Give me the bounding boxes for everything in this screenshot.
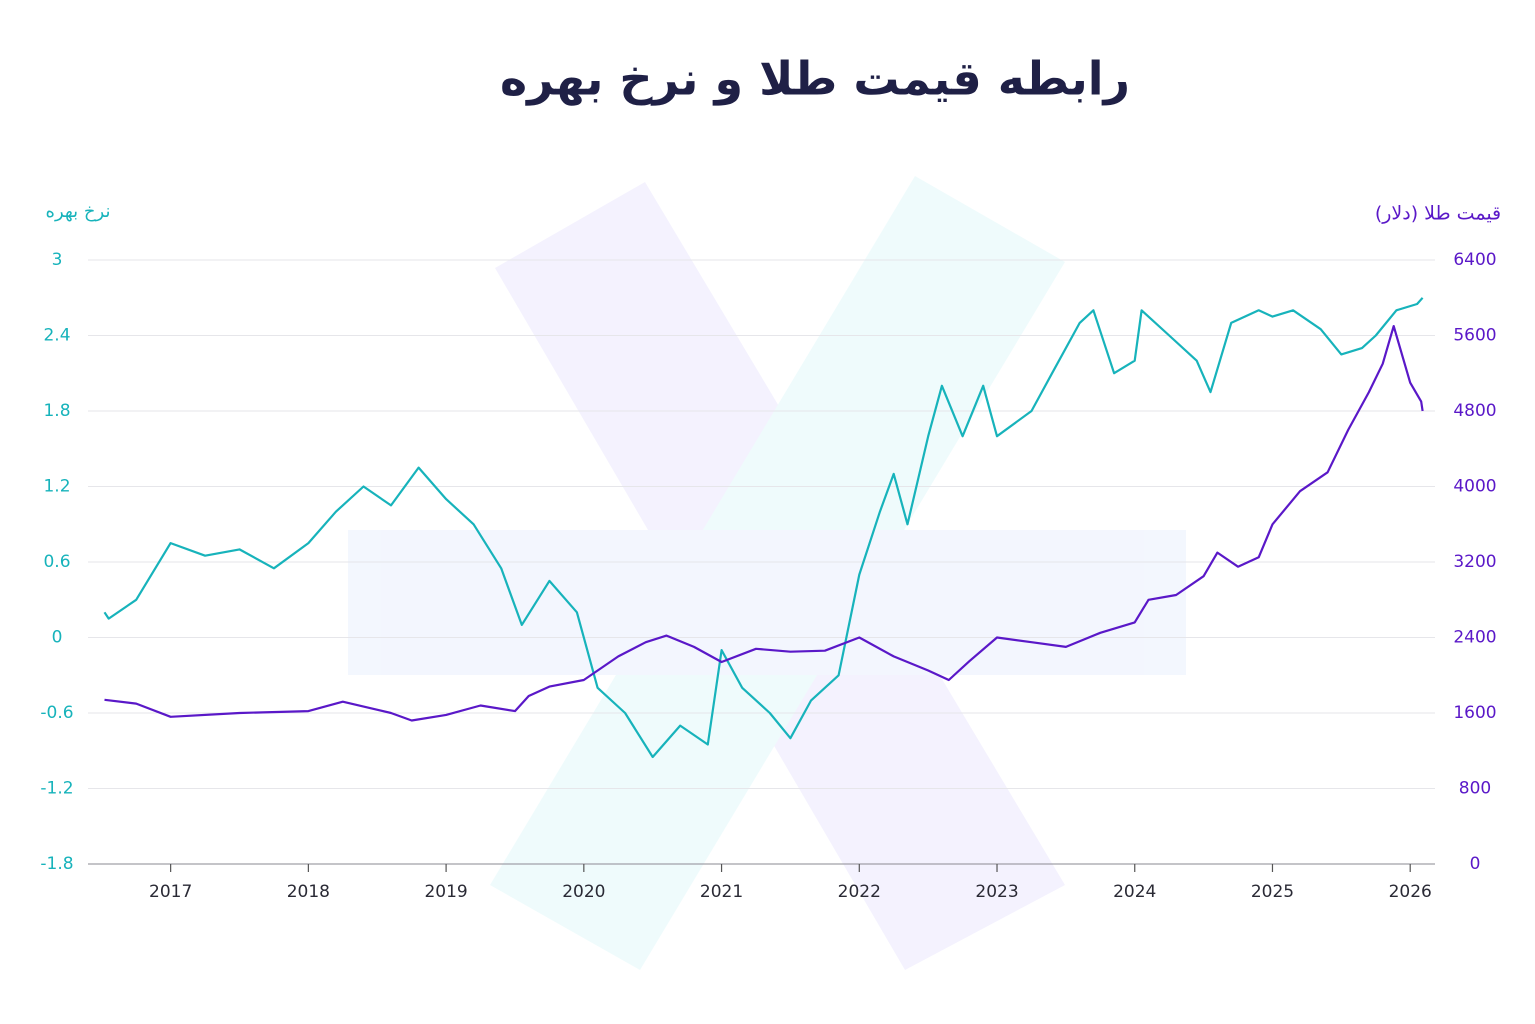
y2-tick-label: 4000 — [1453, 477, 1496, 497]
y-tick-label: 3 — [52, 250, 63, 270]
y-tick-label: 2.4 — [43, 326, 70, 346]
x-tick-label: 2017 — [149, 882, 192, 902]
y-tick-label: -0.6 — [40, 703, 73, 723]
x-tick-label: 2025 — [1251, 882, 1294, 902]
x-tick-label: 2019 — [424, 882, 467, 902]
y-tick-label: 0.6 — [43, 552, 70, 572]
y2-axis-title: قیمت طلا (دلار) — [1375, 203, 1501, 225]
x-tick-label: 2023 — [975, 882, 1018, 902]
y2-tick-label: 1600 — [1453, 703, 1496, 723]
x-tick-label: 2022 — [838, 882, 881, 902]
y-tick-label: 1.2 — [43, 477, 70, 497]
y2-tick-label: 2400 — [1453, 628, 1496, 648]
y2-tick-label: 5600 — [1453, 326, 1496, 346]
y-tick-label: 1.8 — [43, 401, 70, 421]
x-tick-label: 2018 — [287, 882, 330, 902]
y2-tick-label: 800 — [1459, 779, 1491, 799]
x-tick-label: 2020 — [562, 882, 605, 902]
y-tick-label: -1.2 — [40, 779, 73, 799]
y2-tick-label: 3200 — [1453, 552, 1496, 572]
background-decoration — [348, 176, 1186, 970]
y-axis-title: نرخ بهره — [46, 201, 111, 222]
y2-tick-label: 4800 — [1453, 401, 1496, 421]
series-line — [103, 297, 1424, 759]
series-line — [104, 325, 1424, 722]
x-tick-label: 2021 — [700, 882, 743, 902]
x-tick-label: 2026 — [1389, 882, 1432, 902]
y-tick-label: 0 — [52, 628, 63, 648]
chart-title: رابطه قیمت طلا و نرخ بهره — [500, 52, 1130, 106]
y-tick-label: -1.8 — [40, 854, 73, 874]
y2-tick-label: 0 — [1470, 854, 1481, 874]
x-tick-label: 2024 — [1113, 882, 1156, 902]
y2-tick-label: 6400 — [1453, 250, 1496, 270]
